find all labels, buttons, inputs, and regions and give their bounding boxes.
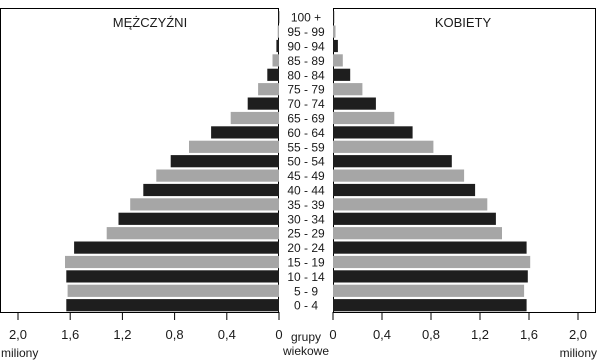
female-bar <box>333 198 488 211</box>
age-groups-label-line-2: wiekowe <box>282 344 329 358</box>
age-group-label: 35 - 39 <box>287 198 325 212</box>
male-bar <box>106 227 279 240</box>
male-panel-title: MĘŻCZYŹNI <box>113 15 187 30</box>
female-bar <box>333 83 363 96</box>
age-group-label: 65 - 69 <box>287 112 325 126</box>
female-bar <box>333 111 395 125</box>
male-bar <box>276 39 279 53</box>
age-group-label: 40 - 44 <box>287 184 325 198</box>
age-group-label: 0 - 4 <box>294 299 318 313</box>
age-group-label: 75 - 79 <box>287 83 325 97</box>
age-group-label: 85 - 89 <box>287 54 325 68</box>
female-bar <box>333 169 465 182</box>
male-bar <box>66 299 279 312</box>
left-tick-label: 2,0 <box>9 327 27 342</box>
age-group-label: 60 - 64 <box>287 126 325 140</box>
left-tick-label: 0 <box>275 327 282 342</box>
female-bar <box>333 140 434 153</box>
female-bar <box>333 155 452 168</box>
female-bar <box>333 255 531 269</box>
left-axis-ticks: 2,0 1,6 1,2 0,8 0,4 0 <box>9 312 283 342</box>
female-bar <box>333 183 476 197</box>
right-tick-label: 0,4 <box>373 327 391 342</box>
male-bar <box>247 97 279 110</box>
right-tick-label: 0 <box>329 327 336 342</box>
female-bars <box>333 11 531 312</box>
female-bar <box>333 227 502 240</box>
female-bar <box>333 11 335 24</box>
left-unit-label: miliony <box>1 346 38 360</box>
male-bar <box>143 183 279 197</box>
male-bar <box>189 140 279 153</box>
female-bar <box>333 212 496 225</box>
left-tick-label: 0,8 <box>166 327 184 342</box>
age-group-label: 100 + <box>291 11 321 25</box>
male-bars <box>65 11 280 312</box>
male-bar <box>258 83 279 96</box>
age-group-label: 30 - 34 <box>287 212 325 226</box>
age-group-label: 95 - 99 <box>287 25 325 39</box>
left-tick-label: 1,2 <box>113 327 131 342</box>
male-bar <box>74 241 279 254</box>
male-bar <box>230 111 279 125</box>
female-bar <box>333 39 338 53</box>
male-bar <box>267 68 279 81</box>
age-group-label: 90 - 94 <box>287 40 325 54</box>
female-bar <box>333 25 336 38</box>
male-bar <box>211 126 279 139</box>
age-group-label: 55 - 59 <box>287 140 325 154</box>
male-bar <box>118 212 279 225</box>
age-group-label: 5 - 9 <box>294 284 318 298</box>
female-bar <box>333 68 351 81</box>
male-bar <box>130 198 279 211</box>
left-tick-label: 1,6 <box>61 327 79 342</box>
right-axis-ticks: 0 0,4 0,8 1,2 1,6 2,0 <box>329 312 587 342</box>
right-tick-label: 0,8 <box>422 327 440 342</box>
left-tick-label: 0,4 <box>218 327 236 342</box>
male-bar <box>67 284 279 297</box>
female-bar <box>333 126 413 139</box>
female-bar <box>333 270 528 283</box>
female-panel-title: KOBIETY <box>435 15 492 30</box>
age-group-label: 45 - 49 <box>287 169 325 183</box>
male-bar <box>156 169 279 182</box>
age-group-label: 50 - 54 <box>287 155 325 169</box>
right-tick-label: 1,6 <box>520 327 538 342</box>
male-bar <box>278 11 280 24</box>
right-unit-label: miliony <box>560 346 597 360</box>
female-bar <box>333 54 343 67</box>
right-tick-label: 1,2 <box>471 327 489 342</box>
male-bar <box>66 270 279 283</box>
female-bar <box>333 241 527 254</box>
age-group-label: 80 - 84 <box>287 68 325 82</box>
right-tick-label: 2,0 <box>569 327 587 342</box>
age-group-label: 70 - 74 <box>287 97 325 111</box>
age-group-label: 10 - 14 <box>287 270 325 284</box>
male-bar <box>65 255 279 269</box>
female-bar <box>333 97 376 110</box>
female-bar <box>333 284 525 297</box>
female-bar <box>333 299 527 312</box>
male-bar <box>277 25 279 38</box>
age-groups-label-line-1: grupy <box>291 330 321 344</box>
age-group-label: 25 - 29 <box>287 227 325 241</box>
male-bar <box>170 155 279 168</box>
age-group-label: 20 - 24 <box>287 241 325 255</box>
age-group-label: 15 - 19 <box>287 256 325 270</box>
male-bar <box>272 54 279 67</box>
